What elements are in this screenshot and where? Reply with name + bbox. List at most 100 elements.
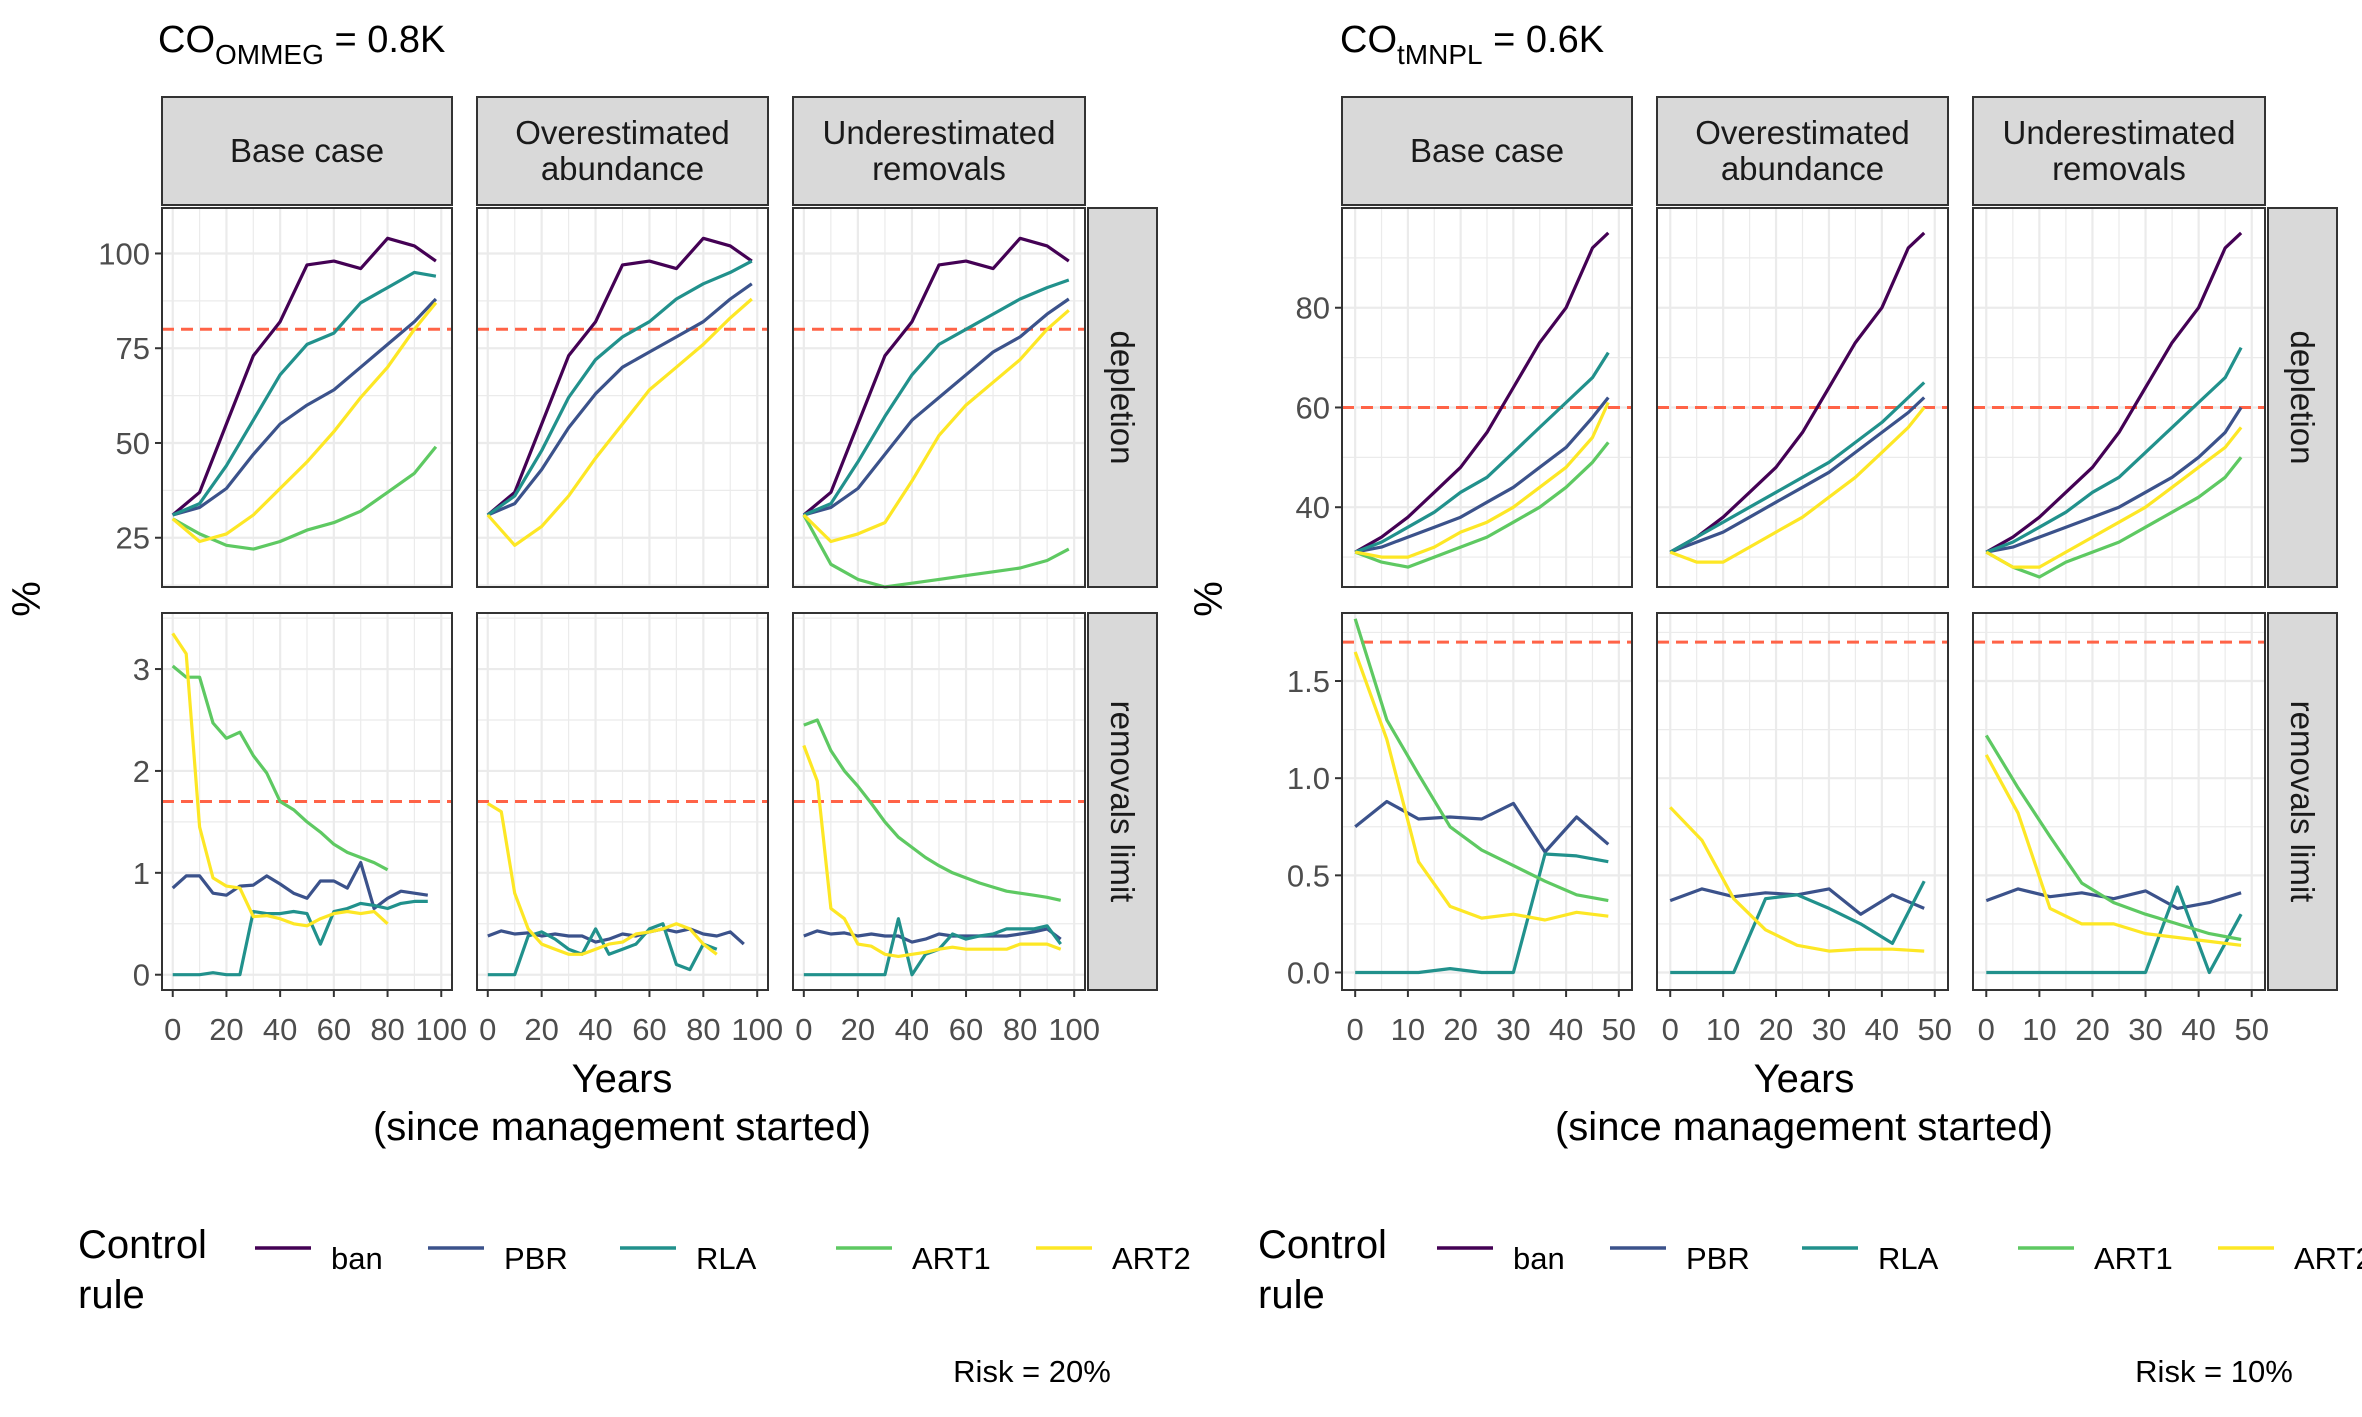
series-line-rla [487, 922, 718, 977]
facet-plot [476, 207, 769, 588]
y-tick-label: 1.0 [1287, 761, 1330, 796]
series-line-art1 [171, 445, 438, 551]
facet-strip-label: removals [872, 150, 1006, 187]
x-tick-label: 100 [1048, 1012, 1100, 1047]
row-strip-label: depletion [1104, 331, 1141, 465]
facet-strip-label: abundance [1721, 150, 1884, 187]
row-strip-label: depletion [2284, 331, 2321, 465]
panel-border [792, 612, 1086, 991]
facet-plot [161, 207, 453, 588]
y-tick-label: 1 [133, 856, 150, 891]
x-tick-label: 10 [1391, 1012, 1425, 1047]
legend-label: ART2 [1112, 1241, 1191, 1276]
y-tick-label: 100 [98, 236, 150, 271]
y-tick-label: 25 [116, 521, 150, 556]
x-tick-label: 20 [1759, 1012, 1793, 1047]
panel-subtitle: COOMMEG = 0.8K [158, 19, 445, 70]
series-line-art2 [802, 744, 1062, 958]
facet-strip [1972, 96, 2266, 206]
row-strip-label: removals limit [1104, 701, 1141, 903]
x-tick-label: 50 [1602, 1012, 1636, 1047]
series-line-pbr [1354, 396, 1610, 554]
legend: Control rule ban PBR RLA ART1 ART2 [1258, 1223, 2362, 1317]
x-tick-label: 80 [1003, 1012, 1037, 1047]
series-line-ban [802, 236, 1070, 517]
row-strip-label: removals limit [2284, 701, 2321, 903]
facet-strip [792, 96, 1086, 206]
facet-strip-label: Base case [1410, 132, 1564, 169]
series-line-art2 [486, 297, 753, 547]
x-tick-label: 0 [479, 1012, 496, 1047]
series-line-pbr [1669, 396, 1926, 554]
x-tick-label: 100 [731, 1012, 783, 1047]
row-strip [1087, 612, 1158, 991]
series-line-art1 [1353, 618, 1609, 903]
panel-border [1341, 207, 1633, 588]
x-tick-label: 20 [1443, 1012, 1477, 1047]
facet-plot: 0 20 40 60 80 100 [476, 612, 783, 1047]
y-tick-label: 0.5 [1287, 858, 1330, 893]
x-tick-label: 50 [2234, 1012, 2268, 1047]
y-tick-label: 50 [116, 426, 150, 461]
facet-strip-label: abundance [541, 150, 704, 187]
risk-label: Risk = 20% [953, 1354, 1111, 1389]
series-line-art1 [1985, 456, 2243, 579]
facet-plot: 0 10 20 30 40 50 [1656, 612, 1952, 1047]
series-line-pbr [1985, 887, 2242, 910]
x-tick-label: 10 [2022, 1012, 2056, 1047]
x-tick-label: 80 [370, 1012, 404, 1047]
series-line-ban [486, 236, 753, 517]
facet-strip-label: Base case [230, 132, 384, 169]
subtitle-subscript: tMNPL [1397, 39, 1483, 70]
panel-border [1972, 207, 2266, 588]
facet-plot: 0 10 20 30 40 50 [1341, 612, 1636, 1047]
x-tick-label: 40 [895, 1012, 929, 1047]
series-line-ban [1669, 231, 1926, 554]
y-tick-label: 60 [1296, 390, 1330, 425]
series-line-pbr [1986, 406, 2243, 554]
facet-plot [1972, 206, 2266, 588]
panel-border [1972, 612, 2266, 991]
x-tick-label: 100 [415, 1012, 467, 1047]
series-line-rla [803, 917, 1062, 977]
series-line-art2 [1985, 426, 2243, 569]
y-tick-label: 40 [1296, 490, 1330, 525]
y-tick-label: 80 [1296, 291, 1330, 326]
x-tick-label: 20 [2075, 1012, 2109, 1047]
legend-label: RLA [696, 1241, 757, 1276]
x-tick-label: 0 [1347, 1012, 1364, 1047]
series-line-pbr [1354, 799, 1610, 854]
y-tick-label: 0.0 [1287, 956, 1330, 991]
row-strip [1087, 207, 1158, 588]
series-line-rla [1985, 346, 2243, 554]
panel-border [161, 612, 453, 991]
panel-border [1656, 612, 1949, 991]
series-line-art2 [1669, 806, 1925, 953]
y-axis-title: % [1187, 581, 1231, 617]
legend-label: PBR [504, 1241, 568, 1276]
facet-strip-label: Underestimated [2003, 114, 2236, 151]
facet-plot [1656, 206, 1949, 588]
risk-label: Risk = 10% [2135, 1354, 2293, 1389]
series-line-pbr [171, 861, 429, 911]
series-line-ban [171, 236, 437, 517]
facet-strip-label: removals [2052, 150, 2186, 187]
facet-plot [1341, 206, 1633, 588]
x-tick-label: 60 [949, 1012, 983, 1047]
y-tick-label: 75 [116, 331, 150, 366]
legend-label: ART1 [912, 1241, 991, 1276]
series-line-art2 [486, 802, 718, 956]
series-line-art2 [171, 632, 389, 928]
x-tick-label: 40 [1549, 1012, 1583, 1047]
series-line-rla [803, 278, 1070, 517]
x-tick-label: 20 [841, 1012, 875, 1047]
facet-strip [476, 96, 769, 206]
legend-title: Control [1258, 1223, 1387, 1267]
legend-label: RLA [1878, 1241, 1939, 1276]
x-tick-label: 40 [2181, 1012, 2215, 1047]
x-tick-label: 60 [632, 1012, 666, 1047]
facet-plot [792, 207, 1086, 589]
facet-plot: 0 10 20 30 40 50 [1972, 612, 2269, 1047]
y-tick-label: 1.5 [1287, 664, 1330, 699]
